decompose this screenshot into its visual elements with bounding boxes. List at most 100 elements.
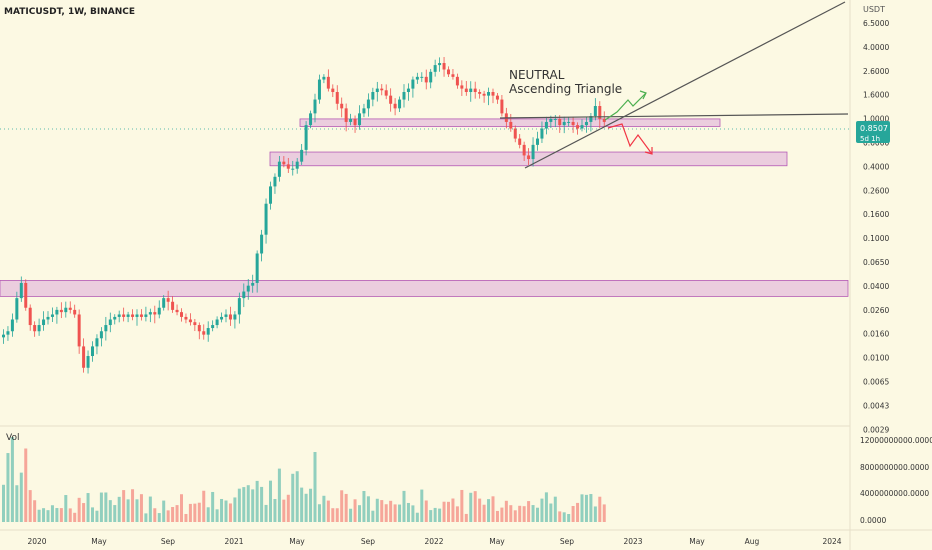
time-tick-label: Aug	[745, 537, 760, 546]
volume-bar	[224, 500, 228, 522]
candle-body	[549, 118, 553, 122]
volume-bar	[344, 493, 348, 522]
volume-bar	[478, 498, 482, 522]
candle-body	[144, 314, 148, 317]
candle-body	[495, 95, 499, 100]
current-price-value: 0.8507	[860, 124, 888, 133]
time-tick-label: May	[289, 537, 305, 546]
candle-body	[393, 103, 397, 109]
volume-bar	[473, 491, 477, 522]
volume-bar	[37, 509, 41, 522]
volume-bar	[300, 487, 304, 522]
currency-label: USDT	[863, 5, 885, 14]
volume-bar	[197, 502, 201, 522]
candle-body	[371, 92, 375, 100]
volume-bar	[6, 453, 10, 522]
annotation-pattern: Ascending Triangle	[509, 82, 622, 96]
volume-bar	[602, 504, 606, 522]
price-axis[interactable]: 6.50004.00002.60001.60001.00000.60000.40…	[863, 19, 889, 434]
candle-body	[15, 298, 19, 320]
volume-bar	[553, 496, 557, 522]
volume-bar	[68, 508, 72, 522]
volume-bar	[50, 505, 54, 522]
volume-bar	[251, 489, 255, 522]
candle-body	[335, 92, 339, 104]
volume-tick-label: 4000000000.0000	[860, 489, 929, 498]
volume-bar	[402, 490, 406, 522]
annotation-neutral: NEUTRAL	[509, 68, 565, 82]
volume-bar	[122, 490, 126, 522]
bearish-arrowhead	[644, 147, 653, 155]
volume-bar	[544, 492, 548, 522]
volume-bar	[540, 498, 544, 522]
ascending-trendline[interactable]	[524, 1, 846, 169]
candle-body	[478, 92, 482, 94]
candle-body	[433, 65, 437, 72]
volume-bar	[380, 500, 384, 522]
candle-body	[286, 164, 290, 169]
volume-bar	[215, 509, 219, 522]
candle-body	[220, 316, 224, 320]
volume-bar	[567, 513, 571, 522]
candle-body	[10, 319, 14, 332]
candle-body	[277, 161, 281, 177]
candle-body	[487, 92, 491, 96]
candle-body	[113, 316, 117, 320]
resistance-line[interactable]	[499, 113, 849, 119]
candle-body	[553, 118, 557, 120]
volume-bar	[406, 502, 410, 522]
candle-body	[202, 331, 206, 335]
candle-body	[175, 309, 179, 313]
candle-body	[317, 79, 321, 100]
symbol-header[interactable]: MATICUSDT, 1W, BINANCE	[4, 7, 135, 17]
candle-body	[406, 88, 410, 93]
time-tick-label: Sep	[560, 537, 574, 546]
volume-bar	[429, 510, 433, 522]
candle-body	[6, 331, 10, 335]
volume-bar	[322, 495, 326, 522]
time-tick-label: 2023	[623, 537, 642, 546]
candle-body	[153, 312, 157, 315]
time-tick-label: Sep	[361, 537, 375, 546]
volume-bar	[371, 510, 375, 522]
volume-bar	[180, 494, 183, 522]
candle-body	[46, 316, 50, 320]
time-axis[interactable]: 2020 May Sep 2021 May Sep 2022 May Sep 2023 May Aug…	[27, 537, 841, 546]
volume-bar	[82, 503, 86, 522]
candle-body	[571, 121, 575, 126]
volume-bar	[135, 499, 139, 522]
volume-bar	[504, 500, 508, 522]
candle-body	[402, 92, 406, 100]
volume-bar	[131, 489, 135, 522]
volume-bar	[260, 486, 264, 522]
candle-body	[309, 113, 313, 126]
candle-body	[24, 282, 28, 308]
candle-body	[91, 346, 94, 357]
zone-box[interactable]	[0, 280, 849, 297]
candle-body	[602, 118, 606, 122]
candle-body	[33, 325, 37, 332]
candle-body	[451, 74, 455, 77]
candle-body	[197, 325, 201, 332]
candle-body	[264, 203, 268, 235]
candle-body	[304, 125, 308, 150]
volume-bar	[126, 499, 130, 522]
volume-bar	[309, 488, 313, 522]
candle-body	[589, 116, 593, 122]
volume-label: Vol	[6, 433, 19, 443]
time-tick-label: 2024	[822, 537, 841, 546]
candle-body	[300, 149, 304, 162]
volume-bar	[28, 490, 32, 522]
volume-bar	[495, 510, 499, 522]
candlestick-series	[2, 57, 606, 374]
candle-body	[117, 314, 121, 317]
volume-bar	[33, 500, 37, 522]
candle-body	[126, 314, 130, 317]
volume-bar	[393, 504, 397, 522]
candle-body	[442, 63, 446, 70]
candle-body	[562, 121, 566, 126]
candle-body	[326, 76, 330, 89]
candle-body	[482, 93, 486, 96]
volume-bar	[144, 513, 148, 522]
